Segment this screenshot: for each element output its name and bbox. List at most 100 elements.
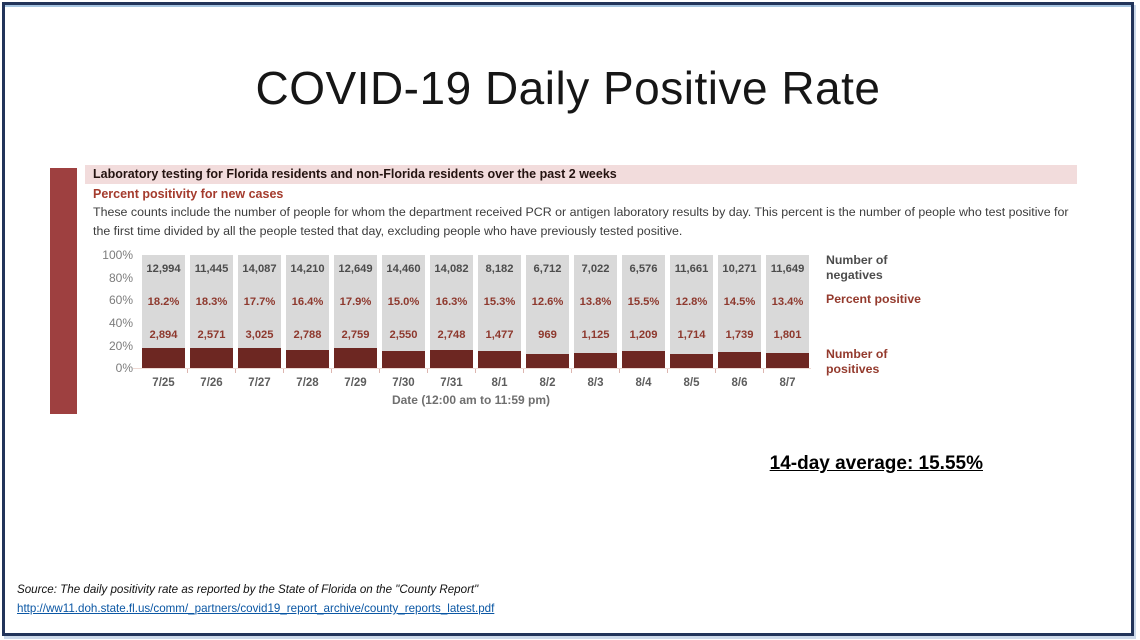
date-label: 8/4 [635, 377, 652, 390]
page-title: COVID-19 Daily Positive Rate [255, 62, 881, 114]
bar: 14,087 17.7% 3,025 [238, 255, 281, 369]
bar-column: 12,649 17.9% 2,759 7/29 [334, 255, 380, 390]
legend-item: Percent positive [826, 292, 921, 307]
bar-fill [766, 353, 809, 369]
bar-column: 6,576 15.5% 1,209 8/4 [622, 255, 668, 390]
positives-label: 2,550 [389, 329, 418, 342]
negatives-label: 6,576 [629, 263, 658, 276]
percent-label: 18.3% [195, 296, 228, 309]
bar: 12,649 17.9% 2,759 [334, 255, 377, 369]
bar-column: 11,661 12.8% 1,714 8/5 [670, 255, 716, 390]
accent-bar [50, 168, 77, 414]
bar-column: 6,712 12.6% 969 8/2 [526, 255, 572, 390]
bar-fill [574, 352, 617, 369]
bar-column: 14,087 17.7% 3,025 7/27 [238, 255, 284, 390]
positives-label: 2,894 [149, 329, 178, 342]
bar: 6,712 12.6% 969 [526, 255, 569, 369]
percent-label: 15.5% [627, 296, 660, 309]
bar: 11,661 12.8% 1,714 [670, 255, 713, 369]
bar-column: 10,271 14.5% 1,739 8/6 [718, 255, 764, 390]
positives-label: 2,788 [293, 329, 322, 342]
percent-label: 18.2% [147, 296, 180, 309]
negatives-label: 12,994 [146, 263, 181, 276]
bar: 14,210 16.4% 2,788 [286, 255, 329, 369]
date-label: 8/1 [491, 377, 508, 390]
date-label: 7/31 [440, 377, 463, 390]
bar: 14,460 15.0% 2,550 [382, 255, 425, 369]
bar-fill [478, 350, 521, 369]
chart-legend: Number of negatives Percent positive Numbe… [826, 253, 926, 389]
negatives-label: 11,661 [674, 263, 709, 276]
negatives-label: 11,445 [194, 263, 229, 276]
source-block: Source: The daily positivity rate as rep… [17, 583, 494, 617]
negatives-label: 10,271 [722, 263, 757, 276]
bar-column: 12,994 18.2% 2,894 7/25 [142, 255, 188, 390]
negatives-label: 14,087 [242, 263, 277, 276]
date-label: 7/25 [152, 377, 175, 390]
negatives-label: 12,649 [338, 263, 373, 276]
bar-fill [718, 351, 761, 369]
bar-fill [190, 347, 233, 369]
positives-label: 2,759 [341, 329, 370, 342]
report-subheader: Percent positivity for new cases [93, 187, 284, 201]
bar-fill [286, 349, 329, 369]
bar: 11,445 18.3% 2,571 [190, 255, 233, 369]
percent-label: 13.4% [771, 296, 804, 309]
percent-label: 16.4% [291, 296, 324, 309]
y-axis: 100% 80% 60% 40% 20% 0% [102, 248, 133, 376]
date-label: 8/6 [731, 377, 748, 390]
bar-fill [526, 354, 569, 369]
plot-area: 12,994 18.2% 2,894 7/25 11,445 18.3% 2,571 7/26… [133, 255, 811, 390]
bar: 14,082 16.3% 2,748 [430, 255, 473, 369]
bar-column: 11,445 18.3% 2,571 7/26 [190, 255, 236, 390]
negatives-label: 8,182 [485, 263, 514, 276]
bar: 7,022 13.8% 1,125 [574, 255, 617, 369]
percent-label: 13.8% [579, 296, 612, 309]
percent-label: 12.8% [675, 296, 708, 309]
bar-fill [430, 349, 473, 369]
percent-label: 12.6% [531, 296, 564, 309]
positives-label: 969 [538, 329, 557, 342]
date-label: 8/5 [683, 377, 700, 390]
positives-label: 1,125 [581, 329, 610, 342]
percent-label: 15.3% [483, 296, 516, 309]
positivity-chart: 100% 80% 60% 40% 20% 0% 12,994 18.2% 2,894 7/25 1… [93, 248, 1077, 390]
negatives-label: 14,460 [386, 263, 421, 276]
positives-label: 1,209 [629, 329, 658, 342]
date-label: 7/29 [344, 377, 367, 390]
bar-column: 14,210 16.4% 2,788 7/28 [286, 255, 332, 389]
bar: 11,649 13.4% 1,801 [766, 255, 809, 369]
bar-fill [622, 350, 665, 369]
bar-column: 14,082 16.3% 2,748 7/31 [430, 255, 476, 390]
date-label: 7/27 [248, 377, 271, 390]
negatives-label: 6,712 [533, 263, 562, 276]
source-link[interactable]: http://ww11.doh.state.fl.us/comm/_partne… [17, 602, 495, 615]
average-callout: 14-day average: 15.55% [769, 453, 983, 474]
date-label: 7/30 [392, 377, 415, 390]
negatives-label: 7,022 [581, 263, 610, 276]
bar-fill [382, 351, 425, 369]
date-label: 7/26 [200, 377, 223, 390]
bar: 12,994 18.2% 2,894 [142, 255, 185, 369]
date-label: 8/2 [539, 377, 556, 390]
bar-fill [334, 348, 377, 369]
bar-fill [238, 348, 281, 369]
percent-label: 17.7% [243, 296, 276, 309]
legend-item: Number of negatives [826, 253, 888, 282]
positives-label: 3,025 [245, 329, 274, 342]
percent-label: 16.3% [435, 296, 468, 309]
positives-label: 1,714 [677, 329, 706, 342]
positives-label: 2,571 [197, 329, 226, 342]
bar-fill [670, 353, 713, 369]
bar-column: 14,460 15.0% 2,550 7/30 [382, 255, 428, 390]
report-block: Laboratory testing for Florida residents… [50, 165, 1095, 414]
report-header: Laboratory testing for Florida residents… [85, 165, 1077, 184]
positives-label: 1,739 [725, 329, 754, 342]
percent-label: 15.0% [387, 296, 420, 309]
report-content: Laboratory testing for Florida residents… [85, 165, 1077, 407]
positives-label: 2,748 [437, 329, 466, 342]
bar: 8,182 15.3% 1,477 [478, 255, 521, 369]
bar-fill [142, 347, 185, 369]
x-axis-title: Date (12:00 am to 11:59 pm) [391, 393, 551, 408]
